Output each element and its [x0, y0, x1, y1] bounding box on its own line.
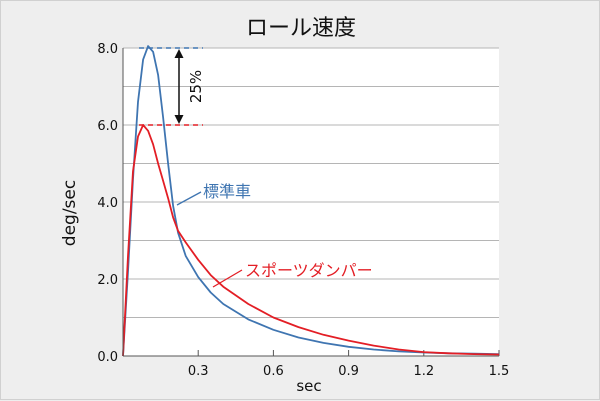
difference-label: 25%: [187, 70, 205, 103]
series-label-standard: 標準車: [203, 182, 251, 201]
difference-arrow-head-bottom: [174, 115, 184, 124]
x-tick-labels: 0.3 0.6 0.9 1.2 1.5: [188, 350, 509, 379]
series-group: [122, 45, 500, 357]
x-tick-label: 1.5: [489, 364, 510, 379]
x-tick-label: 0.9: [338, 364, 359, 379]
series-label-sports: スポーツダンパー: [245, 261, 373, 280]
series-label-leader-sports: [212, 269, 243, 288]
y-tick-label: 8.0: [97, 42, 118, 57]
x-tick-label: 1.2: [413, 364, 434, 379]
series-line-sports-damper: [122, 124, 500, 357]
y-tick-label: 2.0: [97, 273, 118, 288]
y-tick-labels: 0.0 2.0 4.0 6.0 8.0: [97, 42, 118, 365]
y-tick-label: 4.0: [97, 196, 118, 211]
difference-arrow-head-top: [174, 49, 184, 58]
x-axis-label: sec: [296, 377, 321, 395]
x-tick-label: 0.6: [263, 364, 284, 379]
x-tick-label: 0.3: [188, 364, 209, 379]
y-tick-label: 0.0: [97, 350, 118, 365]
series-line-standard-car: [122, 45, 500, 357]
chart-title: ロール速度: [246, 16, 356, 41]
y-axis-label: deg/sec: [60, 180, 80, 246]
y-tick-label: 6.0: [97, 119, 118, 134]
series-label-leader-standard: [176, 191, 202, 206]
